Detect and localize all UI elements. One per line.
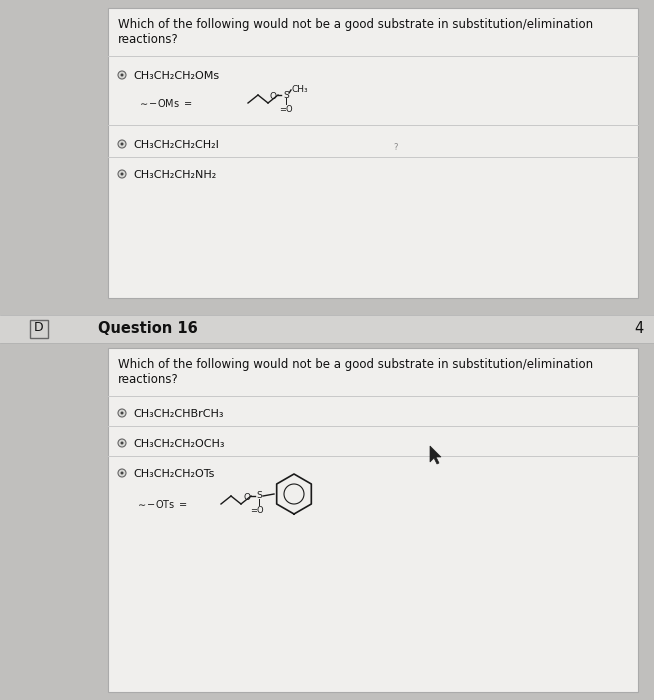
Text: Question 16: Question 16 [98, 321, 198, 336]
FancyBboxPatch shape [108, 348, 638, 692]
Circle shape [120, 74, 124, 76]
Text: 4: 4 [635, 321, 644, 336]
Circle shape [120, 172, 124, 176]
Text: $\mathsf{\sim\!\!-\!OMs\ =}$: $\mathsf{\sim\!\!-\!OMs\ =}$ [138, 97, 192, 109]
Text: CH₃CH₂CH₂OCH₃: CH₃CH₂CH₂OCH₃ [133, 439, 224, 449]
Text: CH₃: CH₃ [292, 85, 309, 94]
Circle shape [118, 170, 126, 178]
Text: ?: ? [393, 143, 398, 151]
FancyBboxPatch shape [108, 8, 638, 298]
Text: Which of the following would not be a good substrate in substitution/elimination: Which of the following would not be a go… [118, 358, 593, 386]
Circle shape [120, 442, 124, 444]
Circle shape [118, 469, 126, 477]
FancyBboxPatch shape [0, 315, 654, 343]
Circle shape [120, 412, 124, 414]
Circle shape [118, 140, 126, 148]
Text: CH₃CH₂CH₂OTs: CH₃CH₂CH₂OTs [133, 469, 215, 479]
Text: CH₃CH₂CH₂CH₂I: CH₃CH₂CH₂CH₂I [133, 140, 219, 150]
Circle shape [120, 472, 124, 475]
Text: S: S [283, 90, 289, 99]
Circle shape [118, 71, 126, 79]
FancyBboxPatch shape [30, 320, 48, 338]
Text: O: O [243, 493, 250, 502]
Polygon shape [430, 446, 441, 464]
Text: S: S [256, 491, 262, 500]
Circle shape [120, 143, 124, 146]
Text: CH₃CH₂CH₂NH₂: CH₃CH₂CH₂NH₂ [133, 170, 216, 180]
Text: Which of the following would not be a good substrate in substitution/elimination: Which of the following would not be a go… [118, 18, 593, 46]
Text: D: D [34, 321, 44, 334]
Text: =O: =O [250, 506, 264, 515]
Text: $\mathsf{\sim\!\!-\!OTs\ =}$: $\mathsf{\sim\!\!-\!OTs\ =}$ [136, 498, 188, 510]
Text: CH₃CH₂CHBrCH₃: CH₃CH₂CHBrCH₃ [133, 409, 224, 419]
Text: CH₃CH₂CH₂OMs: CH₃CH₂CH₂OMs [133, 71, 219, 81]
Text: O: O [270, 92, 277, 101]
Circle shape [118, 439, 126, 447]
Text: =O: =O [279, 105, 293, 114]
Circle shape [118, 409, 126, 417]
